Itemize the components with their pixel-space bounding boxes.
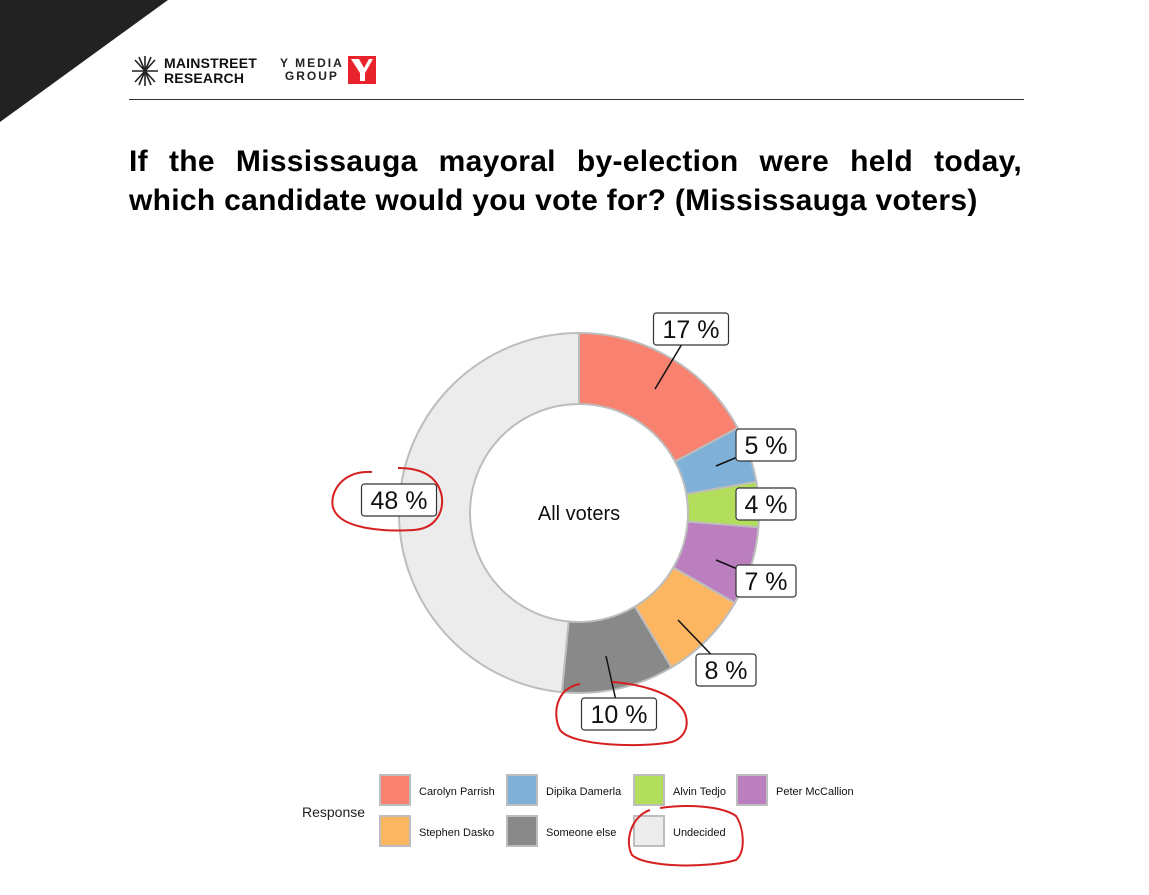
label-box-peter-mccallion bbox=[735, 564, 797, 598]
header-divider bbox=[129, 99, 1024, 100]
label-box-stephen-dasko bbox=[695, 653, 757, 687]
annotation-circle-48 bbox=[331, 467, 444, 532]
legend-label-peter-mccallion: Peter McCallion bbox=[776, 786, 854, 798]
legend-label-dipika-damerla: Dipika Damerla bbox=[546, 786, 622, 798]
legend-swatch-someone-else bbox=[506, 815, 538, 847]
logo-left-line2: RESEARCH bbox=[164, 70, 245, 86]
ymedia-logo: Y MEDIA GROUP bbox=[280, 56, 376, 84]
label-box-dipika-damerla bbox=[735, 428, 797, 462]
legend-swatch-peter-mccallion bbox=[736, 774, 768, 806]
center-label: All voters bbox=[538, 503, 620, 525]
label-box-undecided bbox=[360, 483, 438, 517]
logo-left-line1: MAINSTREET bbox=[164, 55, 257, 71]
annotation-circle-10 bbox=[555, 681, 688, 747]
slice-undecided bbox=[398, 331, 580, 694]
legend-label-alvin-tedjo: Alvin Tedjo bbox=[673, 786, 726, 798]
logo-right-line1: Y MEDIA bbox=[280, 56, 344, 70]
label-box-someone-else bbox=[580, 697, 658, 731]
legend-swatch-alvin-tedjo bbox=[633, 774, 665, 806]
legend-label-undecided: Undecided bbox=[673, 827, 726, 839]
chart-title: If the Mississauga mayoral by-election w… bbox=[129, 145, 1022, 217]
legend-title: Response bbox=[302, 804, 365, 820]
logo-right-line2: GROUP bbox=[284, 69, 339, 83]
ymedia-mark-icon bbox=[347, 56, 376, 84]
data-label-someone-else: 10 % bbox=[591, 701, 648, 729]
legend-label-carolyn-parrish: Carolyn Parrish bbox=[419, 786, 495, 798]
mainstreet-logo: MAINSTREET RESEARCH bbox=[130, 54, 257, 88]
legend-label-someone-else: Someone else bbox=[546, 827, 616, 839]
legend-swatch-stephen-dasko bbox=[379, 815, 411, 847]
legend-swatch-carolyn-parrish bbox=[379, 774, 411, 806]
legend-swatch-undecided bbox=[633, 815, 665, 847]
legend-label-stephen-dasko: Stephen Dasko bbox=[419, 827, 494, 839]
label-box-carolyn-parrish bbox=[652, 312, 730, 346]
data-label-dipika-damerla: 5 % bbox=[744, 432, 787, 460]
data-label-peter-mccallion: 7 % bbox=[744, 568, 787, 596]
annotation-circle-undecided bbox=[627, 805, 744, 867]
data-label-undecided: 48 % bbox=[371, 487, 428, 515]
mainstreet-star-icon bbox=[132, 56, 158, 86]
label-box-alvin-tedjo bbox=[735, 487, 797, 521]
data-label-carolyn-parrish: 17 % bbox=[663, 316, 720, 344]
data-label-alvin-tedjo: 4 % bbox=[744, 491, 787, 519]
corner-decoration bbox=[0, 0, 168, 122]
legend-swatch-dipika-damerla bbox=[506, 774, 538, 806]
data-label-stephen-dasko: 8 % bbox=[704, 657, 747, 685]
